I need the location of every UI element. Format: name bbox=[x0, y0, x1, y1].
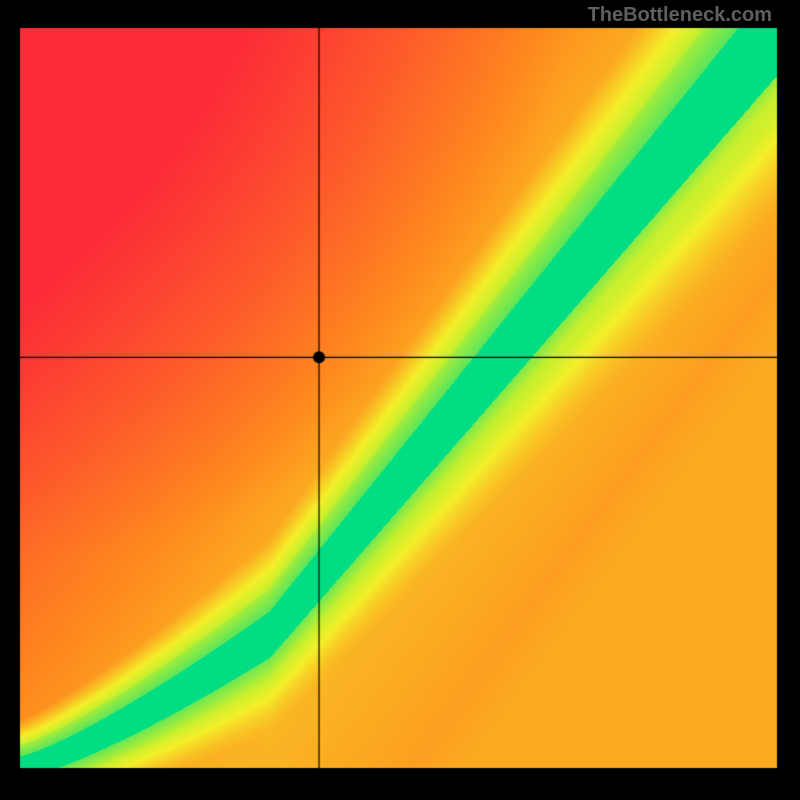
chart-container: TheBottleneck.com bbox=[0, 0, 800, 800]
bottleneck-heatmap bbox=[0, 0, 800, 800]
watermark-text: TheBottleneck.com bbox=[588, 4, 772, 27]
